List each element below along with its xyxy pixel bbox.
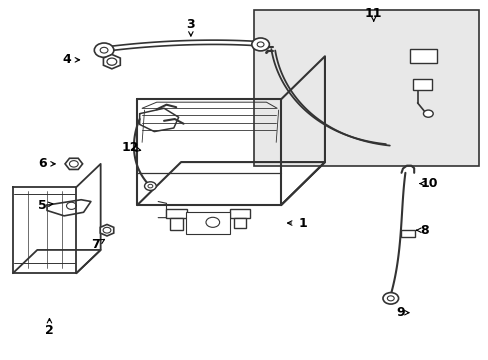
Bar [170, 218, 183, 230]
Text: 12: 12 [121, 141, 139, 154]
Text: 11: 11 [364, 7, 382, 20]
Bar [185, 212, 229, 234]
Text: 5: 5 [38, 199, 46, 212]
Text: 1: 1 [298, 216, 307, 230]
Bar [254, 10, 478, 166]
Polygon shape [65, 158, 82, 170]
Circle shape [94, 43, 114, 57]
Bar [409, 49, 436, 63]
Text: 2: 2 [45, 324, 54, 337]
Bar [412, 79, 431, 90]
Text: 8: 8 [420, 224, 428, 237]
Text: 10: 10 [420, 177, 438, 190]
Text: 7: 7 [91, 238, 100, 251]
Text: 6: 6 [38, 157, 46, 170]
Circle shape [144, 182, 156, 190]
Circle shape [382, 293, 398, 304]
Text: 4: 4 [62, 53, 71, 66]
Bar [233, 218, 246, 228]
Polygon shape [103, 54, 120, 69]
Text: 3: 3 [186, 18, 195, 31]
Polygon shape [100, 225, 114, 236]
Circle shape [423, 110, 432, 117]
Circle shape [251, 38, 269, 51]
Bar [166, 209, 186, 218]
Bar [229, 209, 250, 218]
Bar [400, 230, 414, 237]
Text: 9: 9 [395, 306, 404, 319]
